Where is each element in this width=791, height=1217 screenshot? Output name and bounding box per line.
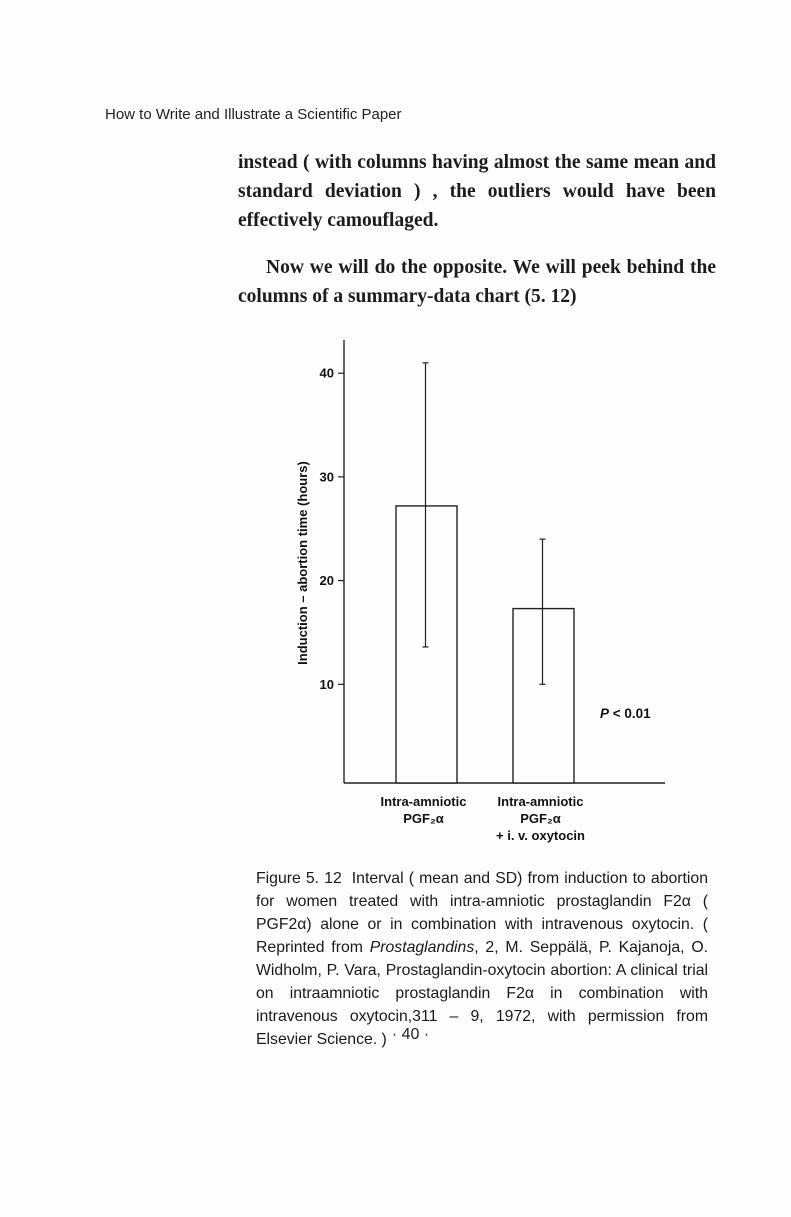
caption-text-2: , 2, M. Seppälä, P. Kajanoja, O. Widholm…: [256, 939, 708, 1048]
figure-caption: Figure 5. 12 Interval ( mean and SD) from…: [256, 867, 708, 1051]
body-paragraph-1: instead ( with columns having almost the…: [238, 152, 716, 231]
p-value-annotation: P < 0.01: [600, 706, 651, 721]
body-paragraph-2-text: Now we will do the opposite. We will pee…: [238, 257, 716, 307]
y-tick-label: 10: [320, 677, 334, 692]
caption-label: Figure 5. 12: [256, 870, 342, 887]
x-category-label-line3: + i. v. oxytocin: [496, 828, 585, 843]
chart-error-bars: [422, 362, 546, 685]
running-head: How to Write and Illustrate a Scientific…: [105, 106, 402, 123]
p-value-text: < 0.01: [609, 706, 651, 721]
y-tick-label: 20: [320, 573, 334, 588]
x-category-label-line2: PGF₂α: [520, 811, 561, 826]
caption-text-1: Interval ( mean and SD) from induction t…: [256, 870, 708, 956]
chart-x-labels: Intra-amniotic PGF₂α Intra-amniotic PGF₂α + …: [381, 794, 586, 843]
chart-y-ticks: 10 20 30 40: [320, 366, 344, 692]
x-category-label-line1: Intra-amniotic: [498, 794, 584, 809]
body-paragraph-2: Now we will do the opposite. We will pee…: [238, 253, 716, 311]
x-category-label-line2: PGF₂α: [403, 811, 444, 826]
bar: [395, 505, 458, 784]
bar: [512, 607, 575, 784]
y-tick-label: 40: [320, 366, 334, 381]
x-category-label-line1: Intra-amniotic: [381, 794, 467, 809]
caption-journal: Prostaglandins: [369, 939, 475, 956]
y-tick-label: 30: [320, 469, 334, 484]
page-number: · 40 ·: [391, 1026, 430, 1043]
p-value-symbol: P: [600, 706, 610, 721]
y-axis-label: Induction – abortion time (hours): [295, 461, 310, 665]
chart-bars: [395, 505, 575, 784]
